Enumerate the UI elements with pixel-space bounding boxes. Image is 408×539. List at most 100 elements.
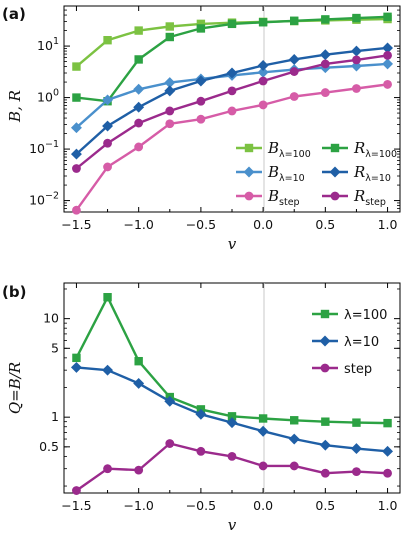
data-point	[102, 120, 114, 132]
data-point	[165, 439, 175, 448]
data-point	[319, 49, 331, 61]
panel-b-ylabel: Q=B/R	[6, 362, 24, 414]
panel-a-ticks: −1.5 −1.0 −0.5 0.0 0.5 1.0 10−2 10−1 100 101	[29, 6, 400, 232]
data-point	[196, 19, 206, 29]
legend-label: λ=10	[344, 335, 379, 350]
data-point	[196, 114, 206, 124]
data-point	[70, 122, 82, 134]
data-point	[103, 293, 112, 302]
panel-b-label: (b)	[2, 283, 26, 301]
data-point	[352, 55, 361, 65]
series-line	[75, 442, 388, 492]
panel-a-series	[70, 12, 394, 215]
data-point	[72, 353, 81, 363]
data-point	[227, 19, 237, 29]
legend-label: λ=100	[344, 308, 387, 323]
x-tick-label: −1.5	[61, 217, 91, 232]
y-tick-label: 100	[37, 88, 59, 105]
x-tick-label: −1.5	[61, 498, 91, 513]
data-point	[320, 88, 330, 97]
data-point	[164, 395, 176, 407]
y-tick-label: 10	[43, 311, 59, 326]
data-point	[227, 106, 237, 116]
data-point	[72, 62, 81, 71]
data-point	[352, 467, 361, 477]
series-line	[76, 366, 388, 453]
data-point	[227, 86, 237, 96]
x-tick-label: 1.0	[378, 217, 398, 232]
data-point	[226, 67, 238, 79]
y-tick-label: 0.5	[39, 439, 59, 454]
data-point	[134, 465, 144, 475]
data-point	[320, 468, 330, 478]
data-point	[227, 451, 237, 461]
data-point	[289, 461, 299, 471]
legend-marker	[330, 143, 340, 153]
x-tick-label: −0.5	[186, 498, 216, 513]
legend-label: Rstep	[353, 187, 386, 208]
panel-a-xlabel: v	[228, 235, 237, 253]
data-point	[352, 13, 361, 23]
data-point	[289, 92, 299, 101]
data-point	[257, 66, 269, 78]
data-point	[165, 22, 174, 31]
x-tick-label: 1.0	[378, 498, 398, 513]
data-point	[288, 433, 300, 445]
data-point	[196, 446, 206, 456]
data-point	[350, 45, 362, 57]
panel-b-xlabel: v	[228, 516, 237, 534]
data-point	[258, 461, 268, 471]
data-point	[320, 59, 330, 69]
data-point	[288, 53, 300, 65]
panel-b-series	[70, 293, 394, 495]
x-tick-label: −1.0	[123, 217, 153, 232]
panel-a: (a) −1.5 −1.0 −0.5 0.0 0.5 1.010−210−1100101 …	[2, 5, 401, 253]
data-point	[289, 67, 299, 76]
x-tick-label: 0.0	[253, 217, 273, 232]
data-point	[352, 84, 361, 93]
data-point	[195, 408, 207, 420]
data-point	[321, 15, 330, 24]
data-point	[134, 55, 143, 64]
y-tick-label: 10−2	[29, 191, 59, 208]
data-point	[290, 416, 299, 425]
data-point	[164, 77, 176, 89]
x-tick-label: 0.5	[315, 498, 335, 513]
data-point	[382, 445, 394, 457]
data-point	[165, 32, 174, 42]
data-point	[257, 60, 269, 71]
data-point	[72, 486, 81, 495]
legend-marker	[243, 166, 255, 178]
y-tick-label: 101	[37, 36, 59, 53]
data-point	[103, 36, 112, 45]
data-point	[352, 418, 361, 427]
data-point	[258, 100, 268, 110]
data-point	[102, 94, 114, 106]
series-line	[75, 296, 388, 425]
data-point	[72, 164, 81, 173]
legend-marker	[319, 335, 331, 347]
panel-a-label: (a)	[2, 5, 26, 23]
y-tick-label: 5	[51, 340, 59, 355]
legend-marker	[244, 191, 254, 201]
data-point	[258, 414, 268, 423]
y-tick-label: 1	[51, 409, 59, 424]
data-point	[383, 468, 392, 478]
data-point	[134, 26, 143, 35]
data-point	[258, 76, 268, 86]
data-point	[70, 148, 82, 160]
data-point	[133, 83, 145, 95]
data-point	[290, 16, 299, 25]
data-point	[164, 85, 176, 97]
panel-b-legend: λ=100 λ=10 step	[312, 308, 387, 377]
y-tick-label: 10−1	[29, 139, 59, 156]
legend-marker	[320, 309, 330, 319]
legend-label: Rλ=10	[353, 163, 391, 184]
legend-marker	[329, 166, 341, 178]
data-point	[226, 417, 238, 429]
x-tick-label: −1.0	[123, 498, 153, 513]
data-point	[103, 138, 112, 148]
data-point	[383, 80, 392, 89]
legend-marker	[320, 363, 330, 373]
